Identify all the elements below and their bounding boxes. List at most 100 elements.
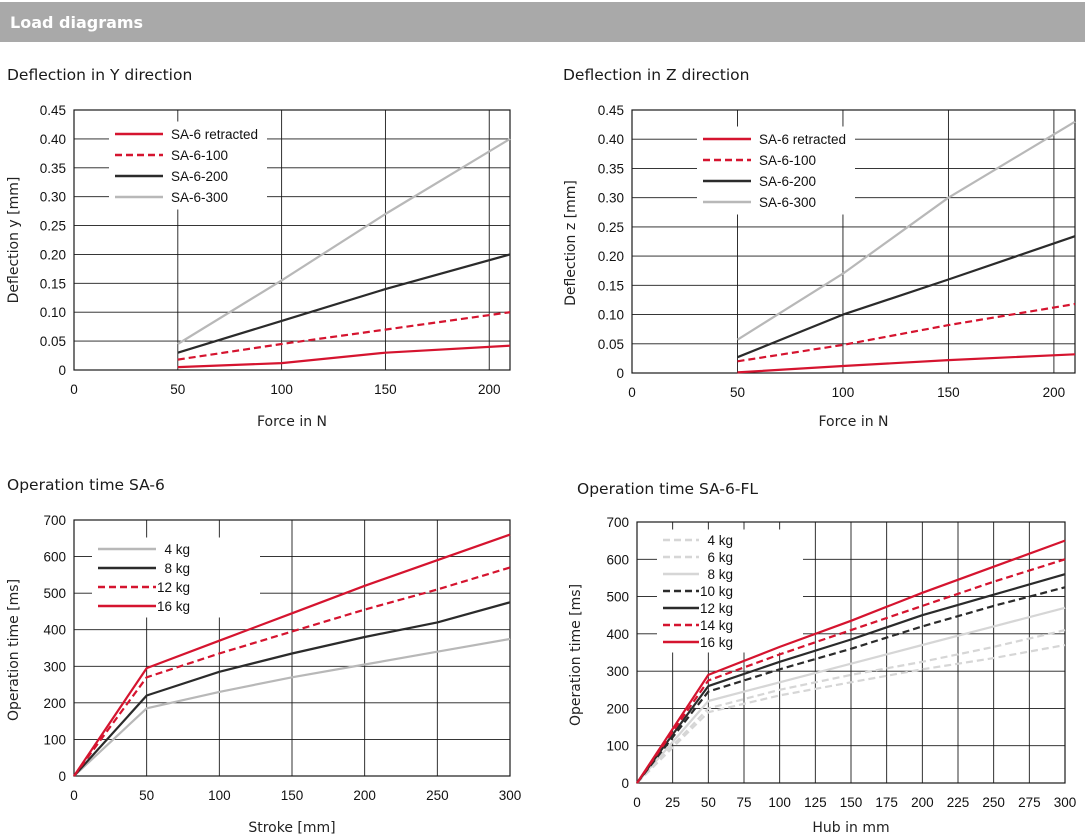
series-line [636,606,1066,784]
y-tick-label: 100 [43,732,66,747]
y-tick-label: 700 [43,513,66,528]
legend-label: 10 kg [700,584,733,599]
chart-title-deflection-z: Deflection in Z direction [563,66,750,84]
y-tick-label: 300 [43,659,66,674]
x-tick-label: 100 [768,795,791,810]
y-tick-label: 0.05 [40,334,66,349]
x-tick-label: 0 [70,788,78,803]
chart-title-operation-time-sa6: Operation time SA-6 [7,476,165,494]
y-tick-label: 600 [43,550,66,565]
y-axis-label: Operation time [ms] [6,579,22,721]
legend-label: SA-6-200 [759,174,816,189]
x-tick-label: 0 [70,382,78,397]
x-axis-label: Hub in mm [812,820,889,836]
legend-background [657,529,803,653]
x-tick-label: 50 [701,795,716,810]
x-tick-label: 300 [1054,795,1077,810]
legend-label: SA-6-300 [171,190,228,205]
x-tick-label: 150 [374,382,397,397]
y-tick-label: 0 [621,776,629,791]
x-tick-label: 0 [633,795,641,810]
x-axis-label: Force in N [257,414,327,430]
legend-label: SA-6-200 [171,169,228,184]
x-tick-label: 50 [139,788,154,803]
x-tick-label: 200 [1043,385,1066,400]
x-tick-label: 100 [208,788,231,803]
x-tick-label: 200 [478,382,501,397]
legend-label: SA-6 retracted [759,132,846,147]
series-line [737,353,1076,374]
series-line [636,629,1066,784]
plot-frame [73,519,511,777]
x-tick-label: 275 [1018,795,1041,810]
y-tick-label: 400 [606,627,629,642]
series-line [736,120,1076,341]
y-tick-label: 0.35 [40,161,66,176]
y-tick-label: 0 [616,366,624,381]
x-tick-label: 100 [270,382,293,397]
y-tick-label: 0.45 [40,103,66,118]
y-tick-label: 200 [43,696,66,711]
y-tick-label: 0 [58,363,66,378]
x-tick-label: 150 [937,385,960,400]
y-tick-label: 0.40 [598,132,624,147]
series-line [636,573,1066,784]
legend-label: 6 kg [707,550,733,565]
x-tick-label: 150 [840,795,863,810]
y-tick-label: 700 [606,515,629,530]
y-tick-label: 0.25 [598,220,624,235]
y-tick-label: 0.20 [598,249,624,264]
x-tick-label: 50 [730,385,745,400]
legend-label: 14 kg [700,618,733,633]
y-tick-label: 0.35 [598,161,624,176]
x-tick-label: 0 [628,385,636,400]
series-line [177,137,511,345]
x-tick-label: 25 [665,795,680,810]
x-tick-label: 225 [947,795,970,810]
x-axis-label: Stroke [mm] [248,820,335,836]
y-tick-label: 0.30 [40,190,66,205]
series-line [636,586,1066,784]
page-title: Load diagrams [10,13,144,32]
series-line [636,643,1066,784]
series-line [177,344,511,369]
legend-background [109,121,267,210]
y-tick-label: 200 [606,701,629,716]
series-line [737,302,1076,363]
series-line [177,253,511,354]
legend-label: SA-6-100 [171,148,228,163]
y-tick-label: 400 [43,623,66,638]
header-bar: Load diagrams [0,2,1085,42]
y-tick-label: 600 [606,552,629,567]
y-axis-label: Deflection y [mm] [6,177,22,304]
y-axis-label: Operation time [ms] [568,584,584,726]
y-tick-label: 0.05 [598,337,624,352]
y-tick-label: 0 [58,769,66,784]
legend-label: SA-6 retracted [171,127,258,142]
x-tick-label: 200 [353,788,376,803]
chart-title-deflection-y: Deflection in Y direction [7,66,193,84]
legend-label: 4 kg [164,542,190,557]
x-tick-label: 125 [804,795,827,810]
series-line [636,558,1066,784]
legend-label: 4 kg [707,533,733,548]
x-tick-label: 250 [426,788,449,803]
plot-frame [73,109,511,371]
x-tick-label: 200 [911,795,934,810]
legend-label: SA-6-300 [759,195,816,210]
x-tick-label: 75 [736,795,751,810]
legend-label: 8 kg [707,567,733,582]
series-line [737,235,1076,359]
y-tick-label: 500 [43,586,66,601]
y-tick-label: 0.45 [598,103,624,118]
y-tick-label: 500 [606,590,629,605]
y-tick-label: 0.40 [40,132,66,147]
y-tick-label: 0.30 [598,191,624,206]
x-tick-label: 250 [982,795,1005,810]
x-axis-label: Force in N [818,414,888,430]
x-tick-label: 150 [281,788,304,803]
x-tick-label: 50 [170,382,185,397]
series-line [73,601,511,777]
